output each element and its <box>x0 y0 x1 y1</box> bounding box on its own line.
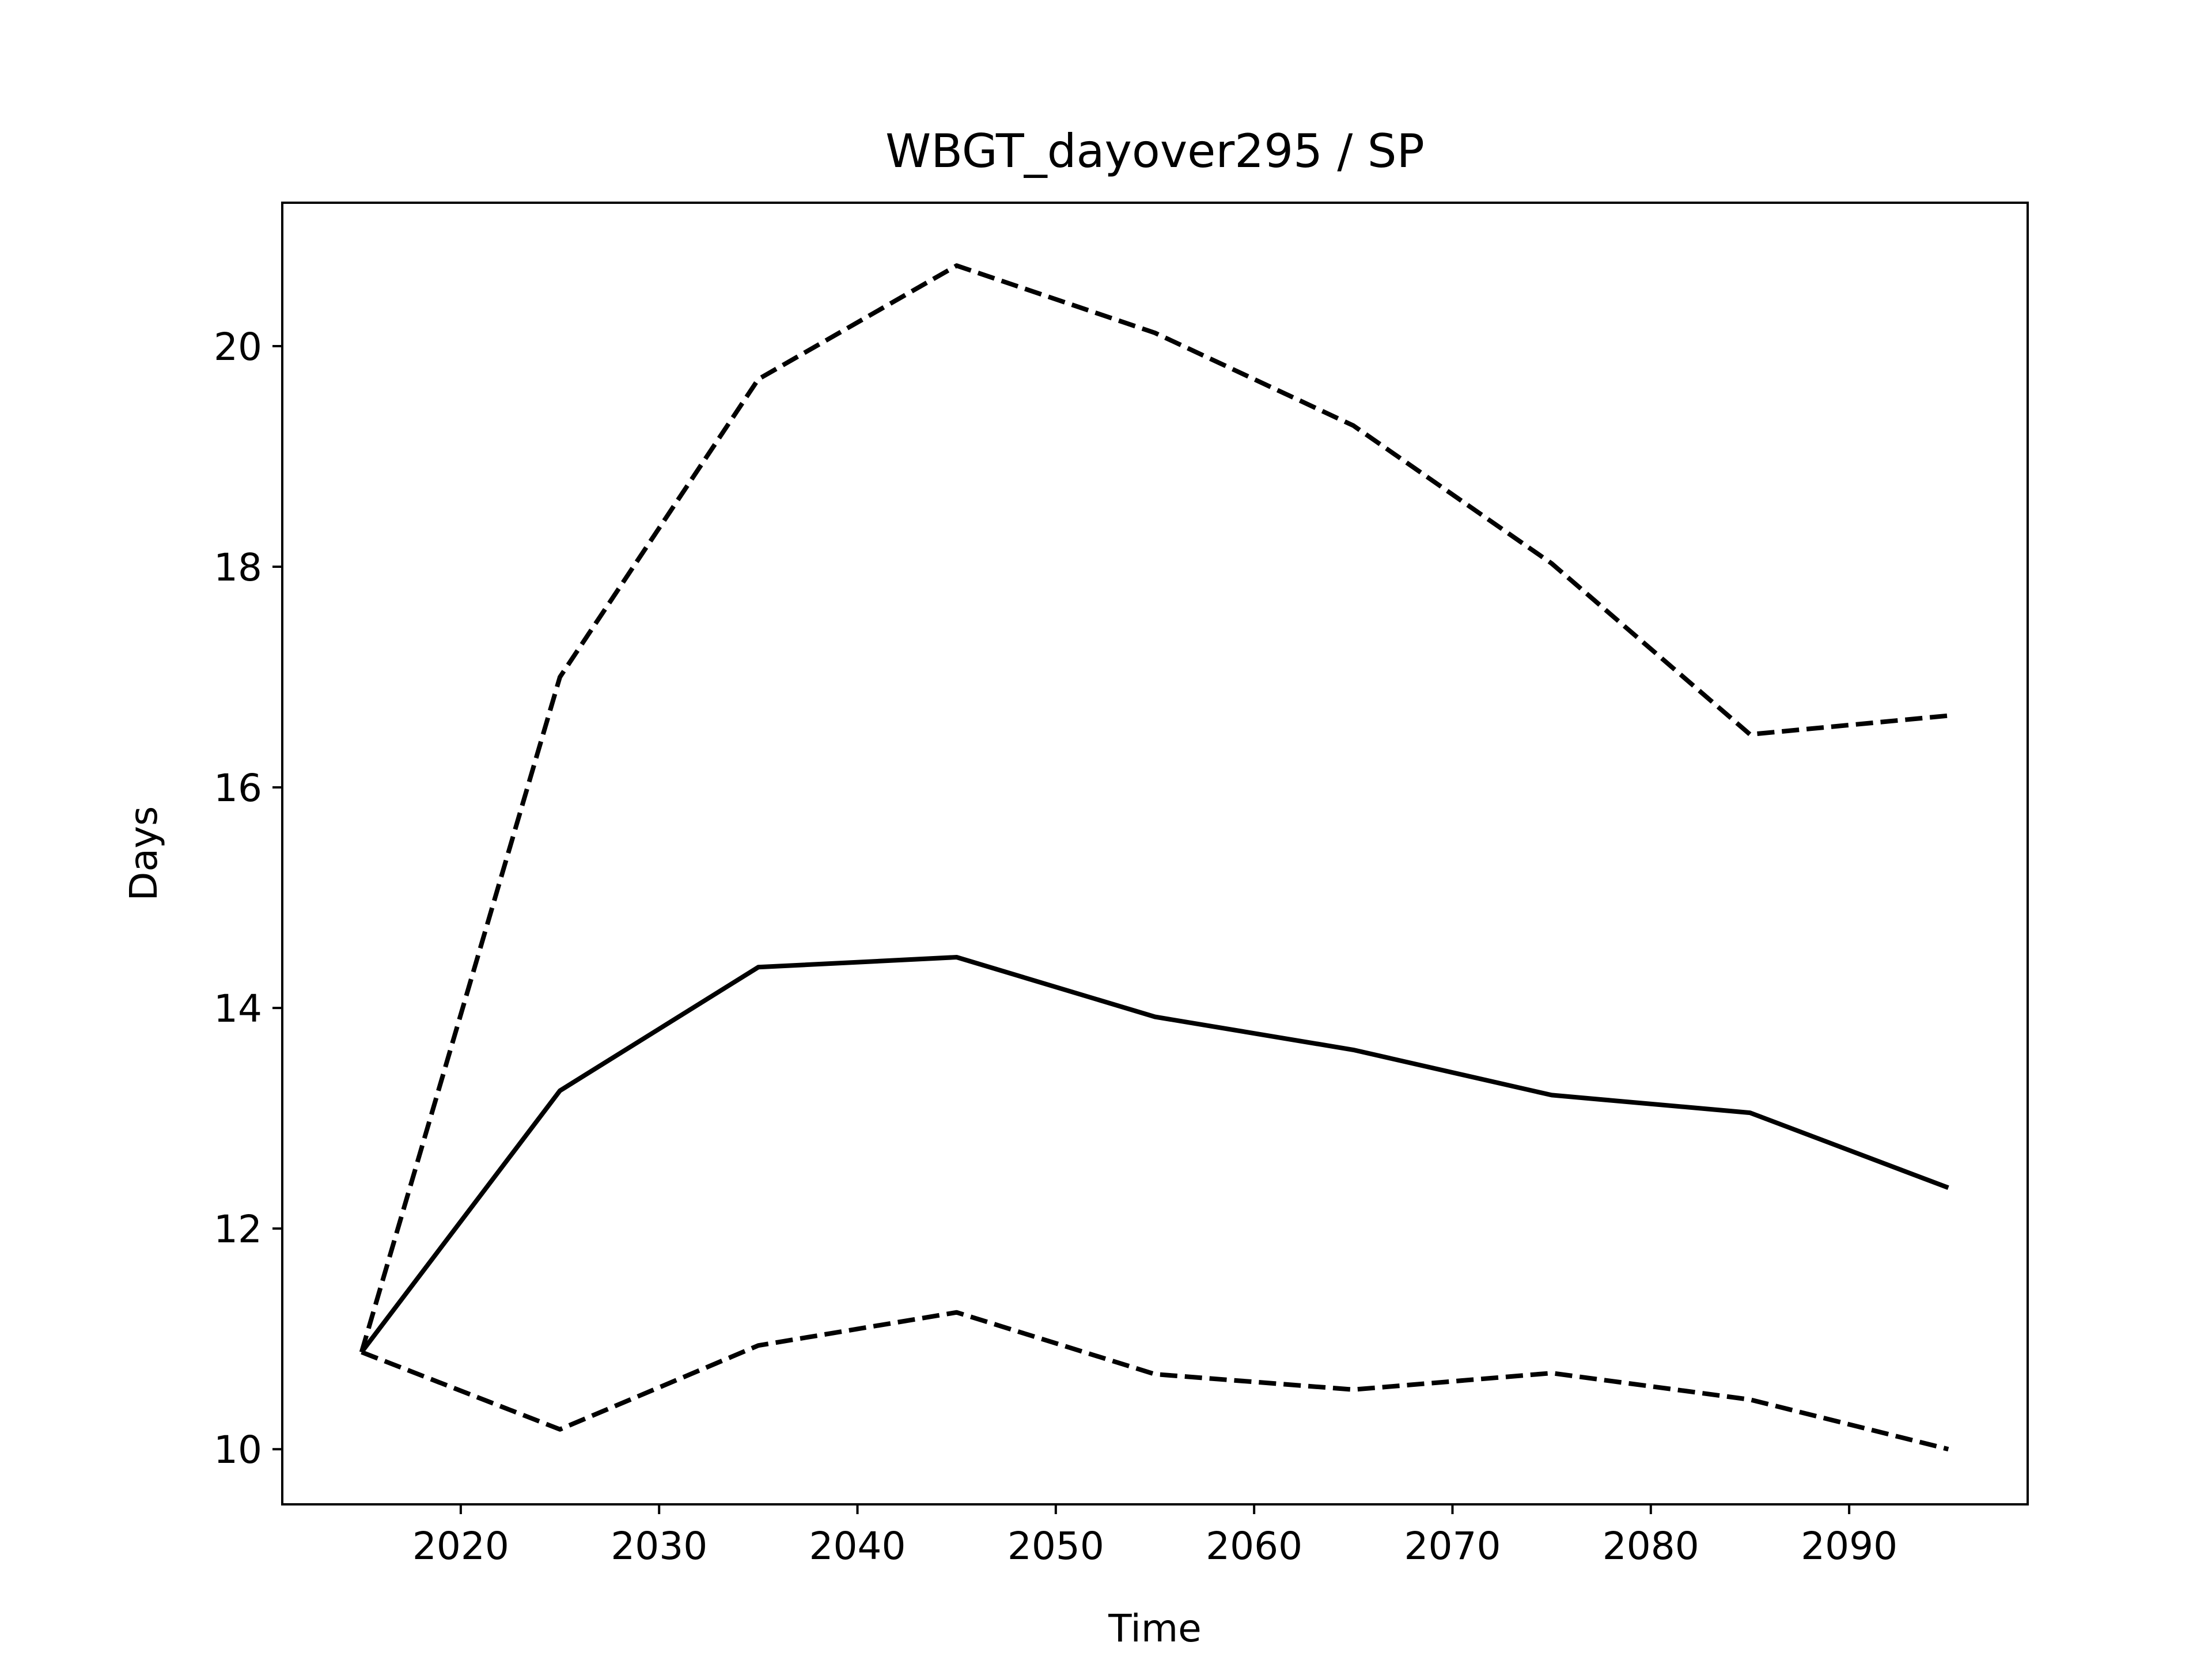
x-tick-label: 2040 <box>809 1524 906 1568</box>
x-tick-label: 2070 <box>1404 1524 1501 1568</box>
y-tick-label: 20 <box>214 325 262 369</box>
series-layer <box>359 263 1949 1452</box>
series-line-1 <box>359 955 1949 1354</box>
y-tick-label: 14 <box>214 987 262 1031</box>
x-tick-label: 2060 <box>1206 1524 1302 1568</box>
y-axis-label: Days <box>122 806 166 901</box>
x-tick-label: 2080 <box>1603 1524 1699 1568</box>
axes-layer: 2020 2030 2040 2050 2060 2070 2080 2090 10 12 14 16… <box>214 202 2029 1568</box>
series-line-2 <box>359 263 1949 1353</box>
y-tick-label: 18 <box>214 545 262 590</box>
x-tick-label: 2030 <box>611 1524 707 1568</box>
x-tick-label: 2090 <box>1801 1524 1897 1568</box>
plot-area-frame <box>281 202 2029 1505</box>
series-line-3 <box>361 1310 1949 1452</box>
y-tick-label: 12 <box>214 1207 262 1252</box>
chart-title: WBGT_dayover295 / SP <box>885 124 1425 178</box>
x-axis-label: Time <box>1108 1606 1202 1651</box>
x-tick-label: 2050 <box>1007 1524 1104 1568</box>
y-tick-label: 10 <box>214 1428 262 1472</box>
x-tick-label: 2020 <box>412 1524 509 1568</box>
y-tick-label: 16 <box>214 766 262 810</box>
